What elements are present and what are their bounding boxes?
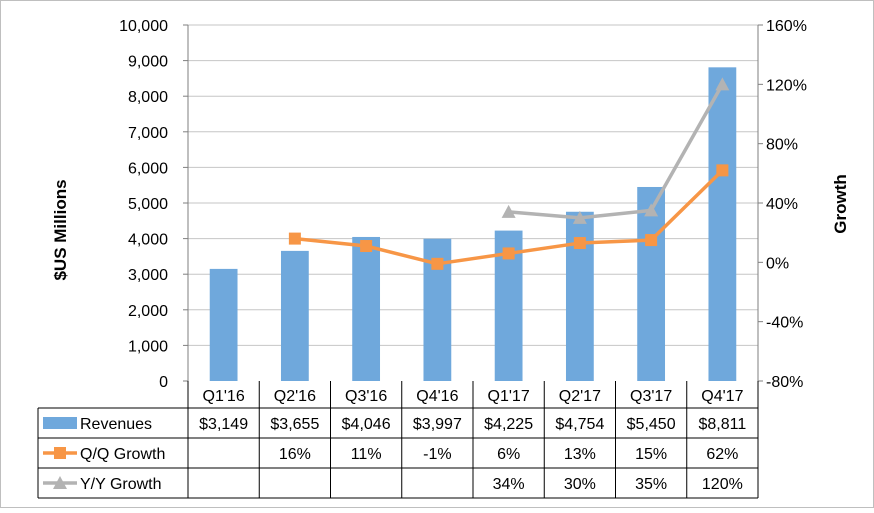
table-cell-value: 16% (279, 446, 311, 463)
y-tick-label: 10,000 (119, 18, 168, 35)
table-cell-value: $4,046 (342, 416, 391, 433)
marker-square (502, 247, 515, 260)
legend-label: Y/Y Growth (80, 476, 162, 493)
y-tick-label: 1,000 (128, 338, 168, 355)
y2-tick-label: -80% (766, 374, 803, 391)
marker-square (431, 257, 444, 270)
category-label: Q2'16 (274, 388, 316, 405)
table-cell-value: $4,225 (484, 416, 533, 433)
marker-triangle (572, 210, 587, 224)
marker-square (288, 232, 301, 245)
legend-key-revenues (43, 417, 77, 429)
table-cell-value: 6% (497, 446, 520, 463)
line-y-y-growth (508, 83, 724, 220)
y-tick-label: 6,000 (128, 160, 168, 177)
category-label: Q3'16 (345, 388, 387, 405)
legend-key-marker (54, 447, 66, 459)
table-cell-value: 13% (564, 446, 596, 463)
bar-revenues-6 (637, 186, 666, 381)
table-cell-value: 62% (706, 446, 738, 463)
y2-tick-label: 160% (766, 18, 807, 35)
category-label: Q1'16 (203, 388, 245, 405)
y-tick-label: 0 (159, 374, 168, 391)
table-cell-value: 30% (564, 476, 596, 493)
category-label: Q4'17 (701, 388, 743, 405)
category-label: Q3'17 (630, 388, 672, 405)
category-label: Q1'17 (488, 388, 530, 405)
table-cell-value: $3,149 (199, 416, 248, 433)
table-cell-value: -1% (423, 446, 451, 463)
marker-square (645, 234, 658, 247)
y-tick-label: 5,000 (128, 196, 168, 213)
marker-square (716, 164, 729, 177)
table-cell-value: 120% (702, 476, 743, 493)
marker-square (360, 240, 373, 253)
y-tick-label: 7,000 (128, 125, 168, 142)
legend-key-marker (53, 476, 67, 489)
data-table: Q1'16 Q2'16 Q3'16 Q4'16 Q1'17 Q2'17 Q3'17 Q4'17… (37, 381, 759, 499)
y2-tick-label: 120% (766, 77, 807, 94)
y-axis-title: $US Millions (51, 179, 70, 280)
line-series (288, 77, 730, 270)
table-cell-value: $5,450 (627, 416, 676, 433)
legend-label: Revenues (80, 416, 152, 433)
bar-revenues-1 (280, 250, 309, 381)
y-tick-label: 8,000 (128, 89, 168, 106)
table-cell-value: 34% (493, 476, 525, 493)
y2-tick-label: -40% (766, 315, 803, 332)
y2-axis-title: Growth (831, 174, 850, 234)
table-cell-value: 11% (351, 446, 382, 463)
table-cell-value: $3,997 (413, 416, 462, 433)
table-cell-value: $3,655 (270, 416, 319, 433)
y-tick-label: 3,000 (128, 267, 168, 284)
y-tick-label: 9,000 (128, 54, 168, 71)
marker-square (573, 237, 586, 250)
marker-triangle (715, 77, 730, 91)
table-cell-value: $4,754 (555, 416, 604, 433)
y2-tick-label: 40% (766, 196, 798, 213)
axes: 0 1,000 2,000 3,000 4,000 5,000 6,000 7,000 8,00… (119, 18, 807, 391)
table-cell-value: 15% (635, 446, 667, 463)
marker-triangle (501, 204, 516, 218)
y-tick-label: 4,000 (128, 232, 168, 249)
category-label: Q4'16 (416, 388, 458, 405)
marker-triangle (644, 203, 659, 217)
table-cell-value: 35% (635, 476, 667, 493)
bar-revenues-0 (209, 268, 238, 381)
bar-revenues-2 (352, 236, 381, 381)
y2-tick-label: 0% (766, 255, 789, 272)
y-tick-label: 2,000 (128, 303, 168, 320)
table-cell-value: $8,811 (699, 416, 747, 433)
bar-revenues-7 (708, 67, 737, 381)
category-label: Q2'17 (559, 388, 601, 405)
y2-tick-label: 80% (766, 137, 798, 154)
legend-label: Q/Q Growth (80, 446, 165, 463)
